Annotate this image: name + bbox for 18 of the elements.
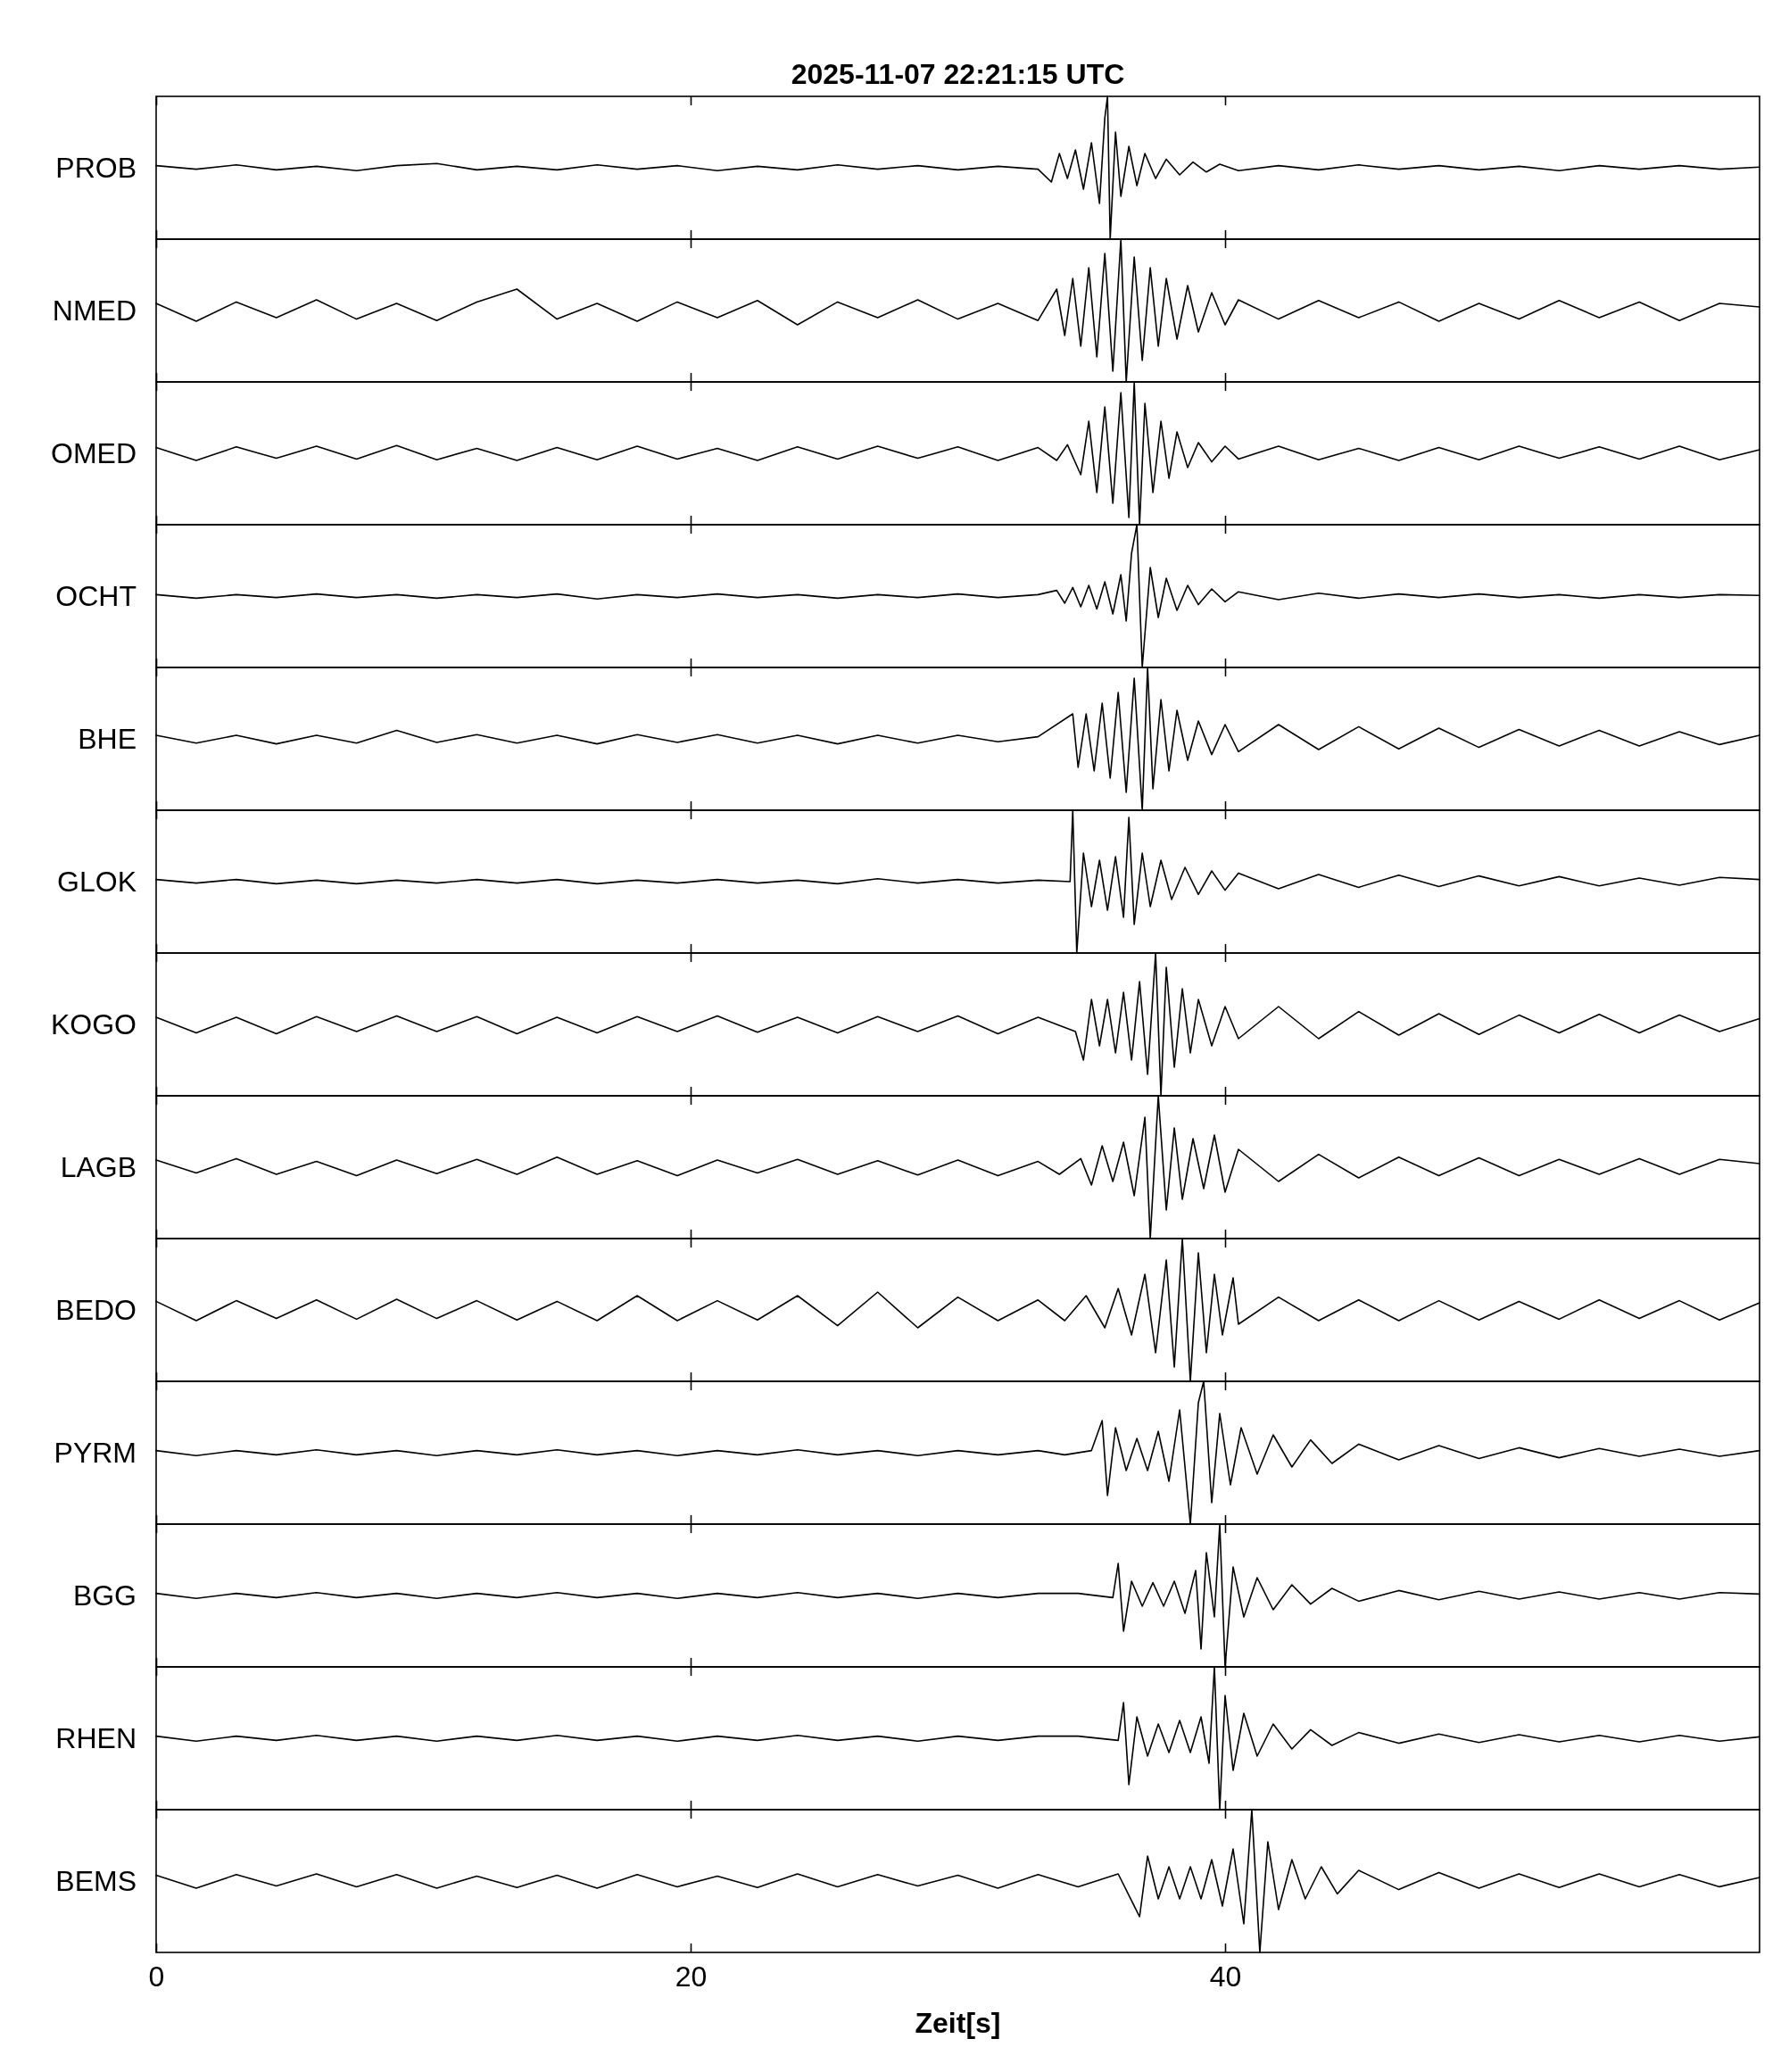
y-axis-title: BHE: [78, 723, 137, 756]
y-axis-title: BEDO: [55, 1294, 137, 1327]
y-axis-title: PYRM: [54, 1437, 137, 1470]
x-tick-label: 40: [1209, 1960, 1242, 1993]
x-tick-label: 20: [675, 1960, 708, 1993]
x-axis-title: Zeit[s]: [915, 2007, 1001, 2039]
y-axis-title: GLOK: [57, 866, 137, 899]
y-axis-title: NMED: [52, 294, 137, 327]
y-axis-title: KOGO: [50, 1008, 137, 1041]
y-axis-title: LAGB: [60, 1151, 137, 1184]
y-axis-title: BEMS: [55, 1865, 137, 1898]
chart-title: 2025-11-07 22:21:15 UTC: [791, 58, 1125, 90]
y-axis-title: PROB: [55, 152, 137, 185]
y-axis-title: OMED: [51, 437, 137, 470]
x-tick-label: 0: [148, 1960, 165, 1993]
y-axis-title: OCHT: [55, 580, 137, 613]
y-axis-title: BGG: [72, 1579, 137, 1612]
y-axis-title: RHEN: [55, 1722, 137, 1755]
